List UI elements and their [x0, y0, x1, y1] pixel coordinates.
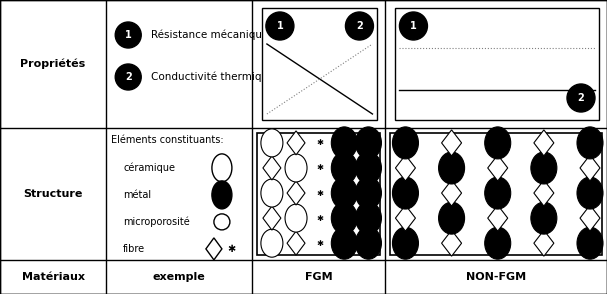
Ellipse shape [356, 127, 381, 159]
Text: 2: 2 [578, 93, 585, 103]
Text: ✱: ✱ [317, 214, 324, 223]
Text: exemple: exemple [153, 272, 205, 282]
Polygon shape [487, 155, 507, 181]
Text: céramique: céramique [123, 163, 175, 173]
Ellipse shape [331, 202, 358, 234]
Ellipse shape [485, 227, 510, 259]
Ellipse shape [393, 127, 418, 159]
Polygon shape [263, 206, 281, 230]
Text: ✱: ✱ [317, 138, 324, 147]
Text: Propriétés: Propriétés [21, 59, 86, 69]
Bar [262, 8, 378, 120]
Text: ✱: ✱ [317, 239, 324, 248]
Ellipse shape [356, 227, 381, 259]
Text: Structure: Structure [24, 189, 83, 199]
Text: 1: 1 [410, 21, 417, 31]
Polygon shape [263, 156, 281, 180]
Ellipse shape [212, 181, 232, 209]
Polygon shape [534, 230, 554, 256]
Ellipse shape [531, 152, 557, 184]
Bar [257, 133, 381, 255]
Ellipse shape [356, 202, 381, 234]
Text: fibre: fibre [123, 244, 145, 254]
Ellipse shape [331, 177, 358, 209]
Ellipse shape [567, 84, 595, 112]
Text: Matériaux: Matériaux [22, 272, 84, 282]
Text: Eléments constituants:: Eléments constituants: [111, 135, 224, 145]
Ellipse shape [331, 227, 358, 259]
Ellipse shape [485, 177, 510, 209]
Ellipse shape [485, 127, 510, 159]
Ellipse shape [285, 154, 307, 182]
Ellipse shape [261, 179, 283, 207]
Polygon shape [206, 238, 222, 260]
Ellipse shape [531, 202, 557, 234]
Text: ✱: ✱ [228, 244, 236, 254]
Ellipse shape [285, 204, 307, 232]
Polygon shape [441, 230, 461, 256]
Ellipse shape [577, 177, 603, 209]
Text: FGM: FGM [305, 272, 333, 282]
Polygon shape [287, 131, 305, 155]
Text: ✱: ✱ [317, 188, 324, 198]
Polygon shape [395, 155, 415, 181]
Polygon shape [580, 155, 600, 181]
Ellipse shape [331, 127, 358, 159]
Ellipse shape [393, 227, 418, 259]
Ellipse shape [356, 177, 381, 209]
Polygon shape [441, 130, 461, 156]
Ellipse shape [331, 152, 358, 184]
Text: Conductivité thermique: Conductivité thermique [151, 72, 275, 82]
Ellipse shape [439, 152, 464, 184]
Ellipse shape [261, 229, 283, 257]
Text: NON-FGM: NON-FGM [466, 272, 526, 282]
Ellipse shape [393, 177, 418, 209]
Polygon shape [487, 205, 507, 231]
Ellipse shape [345, 12, 373, 40]
Ellipse shape [577, 227, 603, 259]
Ellipse shape [261, 129, 283, 157]
Text: 2: 2 [125, 72, 132, 82]
Polygon shape [287, 181, 305, 205]
Text: 1: 1 [125, 30, 132, 40]
Polygon shape [534, 130, 554, 156]
Text: microporosité: microporosité [123, 217, 190, 227]
Polygon shape [287, 231, 305, 255]
Ellipse shape [214, 214, 230, 230]
Polygon shape [534, 180, 554, 206]
Ellipse shape [399, 12, 427, 40]
Text: 2: 2 [356, 21, 363, 31]
Text: 1: 1 [277, 21, 283, 31]
Polygon shape [580, 205, 600, 231]
Ellipse shape [115, 22, 141, 48]
Text: ✱: ✱ [317, 163, 324, 173]
Bar [390, 133, 602, 255]
Bar [395, 8, 599, 120]
Ellipse shape [356, 152, 381, 184]
Ellipse shape [439, 202, 464, 234]
Polygon shape [395, 205, 415, 231]
Ellipse shape [212, 154, 232, 182]
Polygon shape [441, 180, 461, 206]
Ellipse shape [266, 12, 294, 40]
Text: métal: métal [123, 190, 151, 200]
Text: Résistance mécanique: Résistance mécanique [151, 30, 269, 40]
Ellipse shape [577, 127, 603, 159]
Ellipse shape [115, 64, 141, 90]
